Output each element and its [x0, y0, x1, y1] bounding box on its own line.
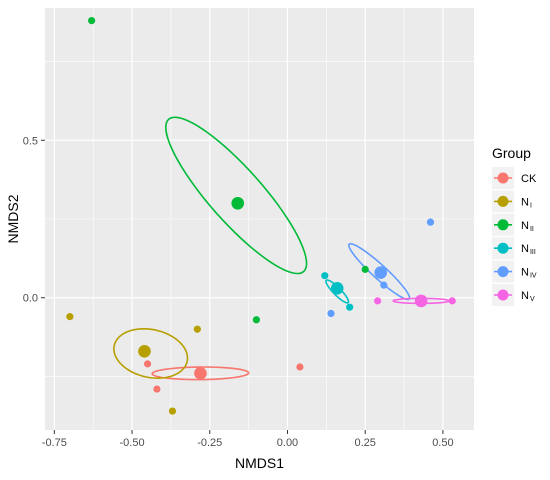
legend-key-niii	[497, 242, 509, 254]
centroid-nv	[414, 294, 428, 308]
legend: CK NI NII NIII NIV NV	[492, 167, 537, 306]
point-niii	[346, 303, 354, 311]
legend-key-nii	[497, 219, 509, 231]
y-axis-title: NMDS2	[5, 194, 21, 243]
y-tick-label: 0.0	[23, 293, 38, 305]
centroid-ck	[194, 367, 207, 380]
legend-key-ni	[497, 195, 509, 207]
x-tick-label: -0.75	[42, 437, 67, 449]
centroid-ni	[138, 344, 151, 358]
point-niv	[380, 281, 388, 289]
point-nii	[252, 316, 260, 324]
ellipse-nv	[392, 297, 451, 305]
legend-label-ck: CK	[521, 173, 537, 185]
point-nv	[374, 297, 382, 305]
legend-label-ni: NI	[521, 196, 532, 209]
y-axis-ticks: 0.0 0.5	[23, 135, 45, 305]
point-nv	[448, 297, 456, 305]
ellipse-niii	[325, 279, 350, 304]
legend-key-ck	[497, 172, 509, 184]
centroid-niii	[330, 281, 344, 295]
point-niv	[327, 309, 335, 318]
point-ni	[66, 313, 74, 321]
ellipses-layer	[113, 116, 451, 381]
minor-gridlines	[45, 8, 474, 430]
point-ck	[143, 360, 152, 368]
point-ck	[153, 385, 161, 393]
point-nii	[88, 16, 96, 25]
major-gridlines	[45, 8, 474, 430]
point-niii	[321, 272, 329, 280]
point-ni	[168, 407, 177, 415]
point-niv	[426, 218, 435, 226]
legend-label-nii: NII	[521, 220, 534, 233]
ellipse-niv	[348, 242, 411, 301]
legend-label-niv: NIV	[521, 267, 537, 280]
y-tick-label: 0.5	[23, 135, 38, 147]
x-axis-ticks: -0.75 -0.50 -0.25 0.00 0.25 0.50	[42, 430, 454, 449]
ellipse-ni	[113, 327, 189, 379]
legend-key-niv	[497, 266, 509, 278]
x-tick-label: 0.25	[354, 437, 375, 449]
points-layer	[66, 16, 456, 415]
ellipse-ck	[151, 366, 250, 381]
x-tick-label: 0.00	[277, 437, 298, 449]
x-tick-label: -0.50	[120, 437, 145, 449]
ellipse-nii	[164, 116, 308, 275]
point-ni	[193, 325, 201, 333]
point-ck	[296, 363, 304, 371]
x-tick-label: -0.25	[197, 437, 222, 449]
centroid-nii	[231, 196, 245, 210]
legend-title: Group	[492, 145, 531, 161]
x-tick-label: 0.50	[432, 437, 453, 449]
centroid-niv	[374, 266, 388, 279]
legend-label-nv: NV	[521, 290, 535, 303]
x-axis-title: NMDS1	[235, 455, 284, 471]
legend-label-niii: NIII	[521, 243, 536, 256]
legend-key-nv	[497, 289, 509, 301]
point-nii	[361, 265, 369, 273]
